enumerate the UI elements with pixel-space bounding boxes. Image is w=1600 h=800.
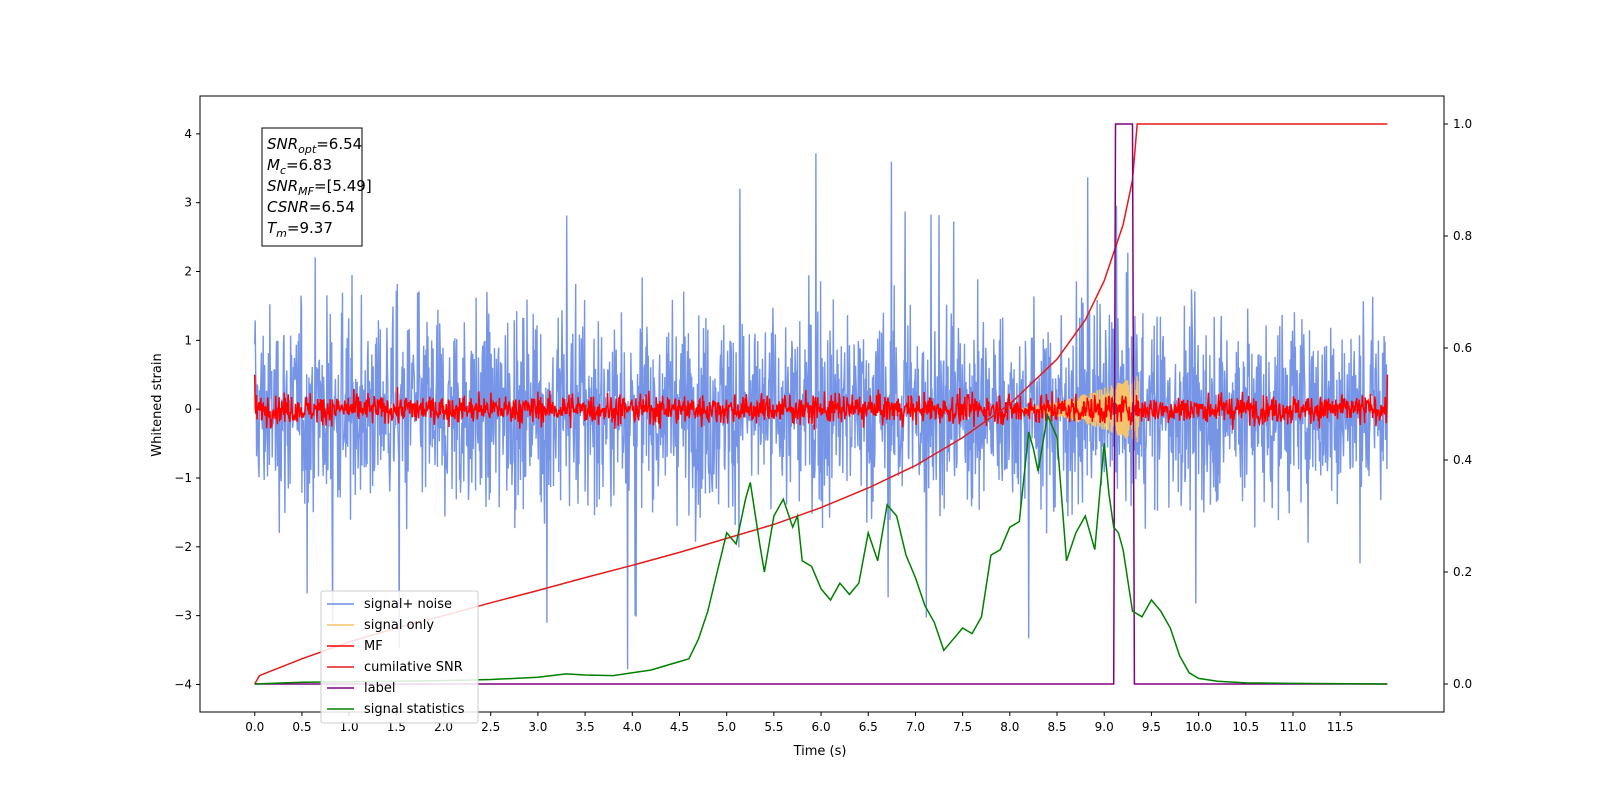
y-tick-label: 2 [184,265,192,279]
x-tick-label: 7.0 [906,720,925,734]
series-line-signal-statistics [254,412,1388,685]
x-tick-label: 6.0 [812,720,831,734]
y-tick-label: 4 [184,127,192,141]
x-tick-label: 10.5 [1232,720,1259,734]
x-tick-label: 4.5 [670,720,689,734]
x-tick-label: 8.0 [1000,720,1019,734]
x-tick-label: 3.5 [576,720,595,734]
legend-label-signal-noise: signal+ noise [364,597,452,612]
x-tick-label: 11.5 [1327,720,1354,734]
plot-frame [199,95,1445,713]
legend-label-mf: MF [364,639,383,654]
annotation-line: SNRMF=[5.49] [267,177,372,198]
y2-tick-label: 0.0 [1453,677,1472,691]
x-tick-label: 9.5 [1142,720,1161,734]
y2-tick-label: 0.4 [1453,453,1472,467]
annotation-line: CSNR=6.54 [267,198,355,216]
x-tick-label: 10.0 [1185,720,1212,734]
legend-label-signal-only: signal only [364,618,434,633]
x-tick-label: 3.0 [528,720,547,734]
legend-frame [320,590,479,724]
x-tick-label: 0.0 [245,720,264,734]
x-tick-label: 2.5 [481,720,500,734]
y2-tick-label: 0.2 [1453,565,1472,579]
y2-tick-label: 0.8 [1453,229,1472,243]
legend-label-signal-statistics: signal statistics [364,702,465,717]
x-tick-label: 9.0 [1095,720,1114,734]
x-tick-label: 8.5 [1047,720,1066,734]
annotation-frame [261,127,363,247]
y-axis-label: Whitened strain [150,353,165,456]
annotation-line: SNRopt=6.54 [267,135,362,156]
x-tick-label: 5.5 [764,720,783,734]
y-tick-label: −4 [174,677,192,691]
series-line-label [254,123,1388,685]
legend: signal+ noise signal only MF cumilative SNR… [320,590,479,724]
x-tick-label: 7.5 [953,720,972,734]
x-tick-label: 11.0 [1280,720,1307,734]
series-line-signal-noise [254,153,1389,670]
y-tick-label: −3 [174,609,192,623]
y-axis-right: 1.0 0.8 0.6 0.4 0.2 0.0 [1444,117,1472,691]
y-tick-label: 3 [184,196,192,210]
legend-label-cumilative-snr: cumilative SNR [364,660,463,675]
y-tick-label: −2 [174,540,192,554]
legend-label-label: label [364,681,395,696]
x-tick-label: 4.0 [623,720,642,734]
x-tick-label: 6.5 [859,720,878,734]
annotation-line: Tm=9.37 [267,219,333,240]
y-axis-left: 4 3 2 1 0 −1 −2 −3 −4 [174,127,200,691]
y2-tick-label: 0.6 [1453,341,1472,355]
x-tick-label: 5.0 [717,720,736,734]
y-tick-label: 0 [184,402,192,416]
y-tick-label: −1 [174,471,192,485]
y2-tick-label: 1.0 [1453,117,1472,131]
x-axis-label: Time (s) [793,744,847,759]
series-line-mf [253,374,1389,430]
annotation-line: Mc=6.83 [267,156,332,177]
x-tick-label: 0.5 [292,720,311,734]
y-tick-label: 1 [184,333,192,347]
